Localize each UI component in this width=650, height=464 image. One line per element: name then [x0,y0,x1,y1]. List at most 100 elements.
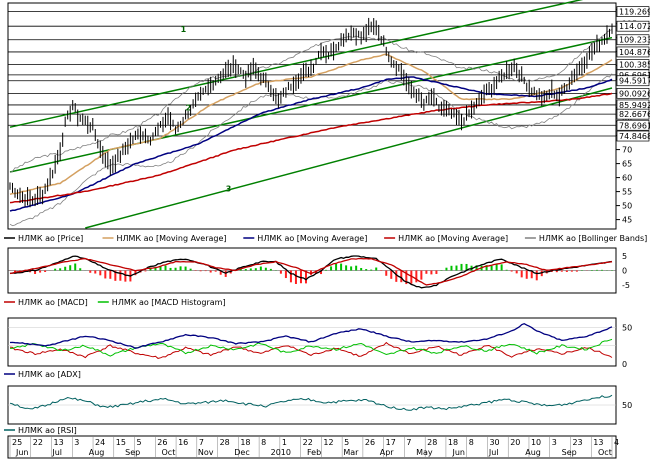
day-label: 26 [365,438,375,447]
trend-channel-line [85,87,613,229]
legend-item: НЛМК ао [MACD] [18,298,88,307]
rsi-legend: НЛМК ао [RSI] [4,426,77,435]
level-value-box [616,108,650,120]
level-value-box [616,46,650,58]
channel-label: 1 [181,25,187,34]
month-label: Jul [51,448,62,457]
day-label: 1 [282,438,287,447]
level-value-label: 85.9492 [619,101,650,110]
price-panel: 1 2 3 [8,0,616,229]
day-label: 13 [54,438,64,447]
month-label: Nov [198,448,214,457]
level-value-label: 119.269 [619,8,650,17]
day-label: 10 [531,438,541,447]
month-label: Sep [125,448,140,457]
month-label: Aug [89,448,105,457]
day-label: 23 [572,438,582,447]
time-axis-bg [7,435,617,459]
month-label: Apr [380,448,395,457]
adx-y-axis: 50 0 [622,323,632,369]
month-label: Dec [234,448,249,457]
month-label: Jul [488,448,499,457]
y-tick-label: 60 [622,174,632,183]
day-label: 3 [552,438,557,447]
day-label: 24 [95,438,105,447]
price-panel-bg [7,2,617,230]
level-value-label: 114.072 [619,22,650,31]
day-label: 18 [448,438,458,447]
day-label: 28 [220,438,230,447]
month-label: Aug [525,448,541,457]
legend-item: НЛМК ао [Price] [18,234,83,243]
y-tick-label: 65 [622,160,632,169]
y-tick-label: 0 [622,360,627,369]
time-axis: 25 22 13 3 24 15 5 26 16 7 28 18 8 1 22 12 5 26 17 7 28 18 8 30… [9,436,619,458]
legend-item: НЛМК ао [Moving Average] [257,234,367,243]
day-label: 12 [323,438,333,447]
level-value-label: 109.233 [619,36,650,45]
level-value-box [616,130,650,142]
day-label: 3 [74,438,79,447]
day-label: 8 [261,438,266,447]
y-tick-label: 0 [622,267,627,276]
day-label: 20 [510,438,520,447]
month-label: Jun [452,448,466,457]
channel-label: 2 [186,103,192,112]
bollinger-upper-band [9,29,613,173]
y-tick-label: 45 [622,216,632,225]
adx-panel [8,322,616,359]
y-tick-label: 70 [622,146,632,155]
level-value-label: 74.8468 [619,132,650,141]
level-value-box [616,75,650,87]
month-label: 2010 [271,448,291,457]
rsi-y-axis: 50 [622,401,632,410]
y-tick-label: 50 [622,323,632,332]
level-value-box [616,6,650,17]
day-label: 13 [593,438,603,447]
rsi-panel [8,394,616,411]
day-label: 28 [427,438,437,447]
y-tick-label: -5 [622,281,630,290]
di-plus-line [10,338,613,357]
price-y-axis: 1201151101051009590858075706560555045119… [616,6,650,225]
day-label: 16 [178,438,188,447]
legend-item: НЛМК ао [RSI] [18,426,77,435]
day-label: 25 [12,438,22,447]
legend-item: НЛМК ао [MACD Histogram] [112,298,226,307]
channel-label: 3 [226,185,232,194]
level-value-label: 90.0926 [619,89,650,98]
y-tick-label: 50 [622,401,632,410]
day-label: 22 [303,438,313,447]
adx-line [9,322,613,349]
day-label: 26 [157,438,167,447]
level-value-box [616,20,650,32]
level-value-label: 104.876 [619,48,650,57]
macd-panel [8,255,616,289]
month-label: May [416,448,433,457]
legend-item: НЛМК ао [Bollinger Bands] [539,234,647,243]
macd-signal-line [9,257,613,286]
day-label: 17 [386,438,396,447]
day-label: 22 [33,438,43,447]
level-value-label: 100.385 [619,61,650,70]
adx-legend: НЛМК ао [ADX] [4,370,81,379]
y-tick-label: 50 [622,202,632,211]
moving-average-short [9,53,613,196]
day-label: 4 [614,438,619,447]
month-label: Jun [15,448,29,457]
day-label: 7 [199,438,204,447]
level-value-label: 78.6961 [619,121,650,130]
legend-item: НЛМК ао [Moving Average] [398,234,508,243]
level-value-label: 82.6676 [619,110,650,119]
month-label: Mar [343,448,359,457]
macd-y-axis: 5 0 -5 [622,252,630,290]
month-label: Oct [162,448,176,457]
level-value-label: 96.6961 [619,71,650,80]
month-label: Feb [307,448,321,457]
month-label: Sep [562,448,577,457]
day-label: 5 [137,438,142,447]
macd-legend: НЛМК ао [MACD] НЛМК ао [MACD Histogram] [4,298,226,307]
di-minus-line [9,341,613,359]
y-tick-label: 5 [622,252,627,261]
rsi-line [9,394,613,411]
